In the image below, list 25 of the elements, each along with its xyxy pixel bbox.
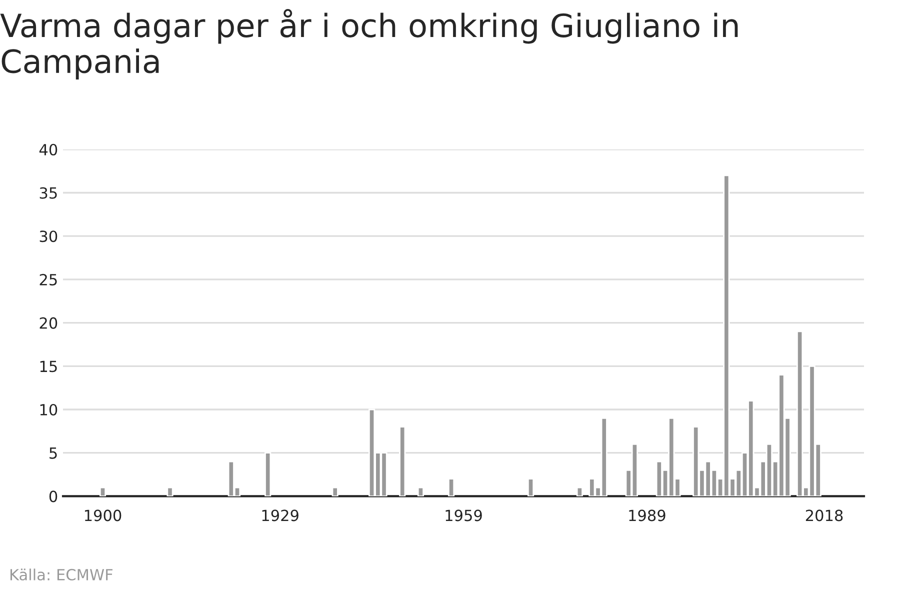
x-tick-label: 2018 — [806, 510, 843, 522]
text: Källa: ECMWF — [10, 568, 112, 580]
bar — [576, 486, 583, 496]
y-tick-label: 0 — [49, 490, 58, 502]
y-tick-label: 40 — [39, 144, 58, 156]
y-tick-label: 25 — [40, 274, 57, 286]
bar — [332, 486, 338, 496]
bar — [448, 478, 455, 496]
bar — [527, 478, 534, 496]
x-tick-label: 1900 — [84, 510, 122, 522]
x-tick-label: 1989 — [629, 510, 666, 522]
chart-title: Varma dagar per år i och omkring Giugliano in Campania — [0, 9, 738, 80]
y-tick-label: 5 — [50, 448, 57, 459]
y-tick-label: 30 — [40, 230, 58, 242]
y-tick-label: 20 — [40, 317, 58, 329]
x-tick-label: 1959 — [446, 510, 482, 522]
bar — [264, 452, 272, 496]
y-tick-label: 35 — [40, 187, 57, 199]
y-tick-label: 10 — [40, 404, 58, 416]
bar — [399, 426, 406, 496]
x-tick-label: 1929 — [262, 510, 298, 522]
bar — [99, 486, 106, 496]
bar — [166, 486, 174, 496]
y-tick-label: 15 — [40, 360, 57, 372]
bar — [417, 486, 424, 496]
